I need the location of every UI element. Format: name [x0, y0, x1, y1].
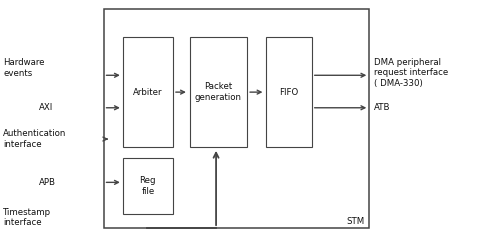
Text: FIFO: FIFO — [279, 88, 299, 97]
Bar — [104, 9, 369, 228]
Text: APB: APB — [39, 178, 56, 187]
Bar — [123, 37, 173, 147]
Bar — [266, 37, 312, 147]
Bar — [190, 37, 247, 147]
Text: Reg
file: Reg file — [140, 176, 156, 196]
Text: DMA peripheral
request interface
( DMA-330): DMA peripheral request interface ( DMA-3… — [374, 58, 448, 88]
Text: Arbiter: Arbiter — [133, 88, 163, 97]
Text: ATB: ATB — [374, 103, 391, 112]
Bar — [123, 158, 173, 214]
Text: Timestamp
interface: Timestamp interface — [3, 208, 51, 227]
Text: Packet
generation: Packet generation — [195, 83, 242, 102]
Text: Hardware
events: Hardware events — [3, 58, 45, 78]
Text: STM: STM — [346, 217, 364, 226]
Text: Authentication
interface: Authentication interface — [3, 129, 66, 149]
Text: AXI: AXI — [39, 103, 53, 112]
